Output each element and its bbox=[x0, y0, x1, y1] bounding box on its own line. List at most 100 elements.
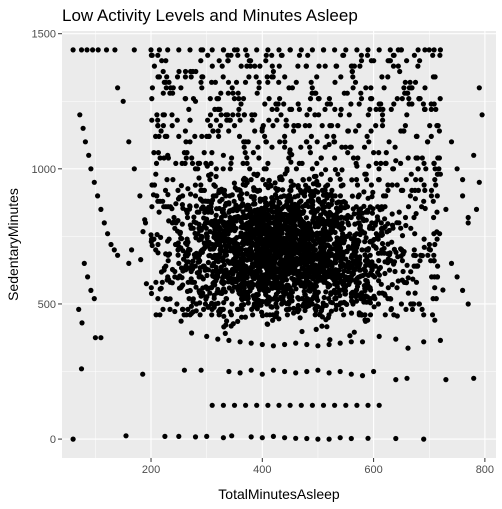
data-point bbox=[460, 287, 466, 293]
data-point bbox=[358, 296, 364, 302]
data-point bbox=[276, 79, 282, 85]
data-point bbox=[460, 193, 466, 199]
data-point bbox=[189, 155, 195, 161]
data-point bbox=[259, 279, 265, 285]
data-point bbox=[382, 216, 388, 222]
data-point bbox=[187, 47, 193, 53]
data-point bbox=[414, 133, 420, 139]
data-point bbox=[433, 106, 439, 112]
data-point bbox=[270, 343, 276, 349]
data-point bbox=[149, 242, 155, 249]
data-point bbox=[312, 312, 318, 318]
data-point bbox=[248, 257, 254, 263]
data-point bbox=[249, 117, 255, 123]
data-point bbox=[254, 236, 260, 243]
data-point bbox=[236, 271, 242, 278]
data-point bbox=[372, 220, 379, 226]
data-point bbox=[217, 290, 223, 296]
data-point bbox=[248, 367, 254, 373]
data-point bbox=[357, 254, 363, 260]
data-point bbox=[189, 160, 196, 166]
data-point bbox=[219, 306, 225, 312]
data-point bbox=[115, 85, 121, 91]
data-point bbox=[345, 220, 351, 226]
data-point bbox=[331, 133, 337, 139]
data-point bbox=[344, 249, 350, 255]
data-point bbox=[351, 329, 357, 335]
data-point bbox=[299, 296, 305, 302]
data-point bbox=[303, 139, 309, 145]
data-point bbox=[78, 47, 85, 53]
data-point bbox=[277, 96, 283, 102]
data-point bbox=[245, 300, 251, 306]
data-point bbox=[424, 139, 431, 145]
data-point bbox=[315, 343, 321, 349]
data-point bbox=[399, 258, 405, 264]
data-point bbox=[270, 433, 276, 439]
data-point bbox=[199, 85, 205, 91]
data-point bbox=[369, 210, 375, 216]
data-point bbox=[321, 279, 327, 285]
data-point bbox=[412, 196, 418, 202]
data-point bbox=[231, 123, 238, 129]
data-point bbox=[363, 277, 369, 283]
data-point bbox=[221, 187, 228, 193]
data-point bbox=[158, 234, 164, 240]
data-point bbox=[205, 198, 212, 204]
data-point bbox=[430, 198, 436, 204]
data-point bbox=[215, 274, 221, 280]
data-point bbox=[209, 47, 215, 53]
data-point bbox=[316, 182, 322, 188]
data-point bbox=[191, 252, 197, 258]
data-point bbox=[382, 312, 388, 318]
data-point bbox=[406, 96, 412, 102]
data-point bbox=[209, 301, 215, 307]
data-point bbox=[174, 301, 180, 307]
data-point bbox=[340, 252, 346, 258]
data-point bbox=[380, 117, 386, 123]
data-point bbox=[322, 187, 328, 193]
data-point bbox=[430, 52, 436, 58]
data-point bbox=[252, 63, 258, 69]
data-point bbox=[260, 123, 266, 129]
data-point bbox=[235, 52, 241, 58]
data-point bbox=[283, 123, 289, 129]
data-point bbox=[155, 241, 161, 248]
data-point bbox=[194, 209, 200, 215]
data-point bbox=[398, 160, 404, 166]
data-point bbox=[153, 133, 159, 139]
data-point bbox=[402, 79, 408, 85]
data-point bbox=[304, 112, 310, 118]
data-point bbox=[209, 221, 215, 227]
data-point bbox=[319, 123, 325, 129]
data-points bbox=[70, 47, 485, 442]
data-point bbox=[148, 290, 155, 297]
data-point bbox=[302, 193, 308, 199]
data-point bbox=[153, 312, 159, 318]
data-point bbox=[287, 150, 293, 156]
data-point bbox=[274, 195, 280, 201]
data-point bbox=[312, 282, 318, 288]
data-point bbox=[213, 173, 219, 180]
data-point bbox=[263, 181, 269, 188]
data-point bbox=[358, 90, 364, 96]
data-point bbox=[417, 96, 423, 102]
data-point bbox=[149, 204, 155, 210]
data-point bbox=[210, 128, 216, 134]
data-point bbox=[278, 112, 284, 118]
data-point bbox=[264, 231, 270, 237]
data-point bbox=[307, 96, 314, 102]
data-point bbox=[173, 160, 179, 166]
data-point bbox=[220, 258, 226, 264]
data-point bbox=[307, 225, 313, 231]
data-point bbox=[345, 244, 352, 250]
data-point bbox=[140, 229, 146, 235]
data-point bbox=[248, 264, 254, 271]
data-point bbox=[332, 215, 338, 221]
data-point bbox=[198, 367, 204, 373]
data-point bbox=[295, 63, 301, 69]
data-point bbox=[356, 101, 362, 107]
data-point bbox=[172, 241, 179, 248]
data-point bbox=[343, 402, 349, 408]
data-point bbox=[179, 306, 186, 312]
